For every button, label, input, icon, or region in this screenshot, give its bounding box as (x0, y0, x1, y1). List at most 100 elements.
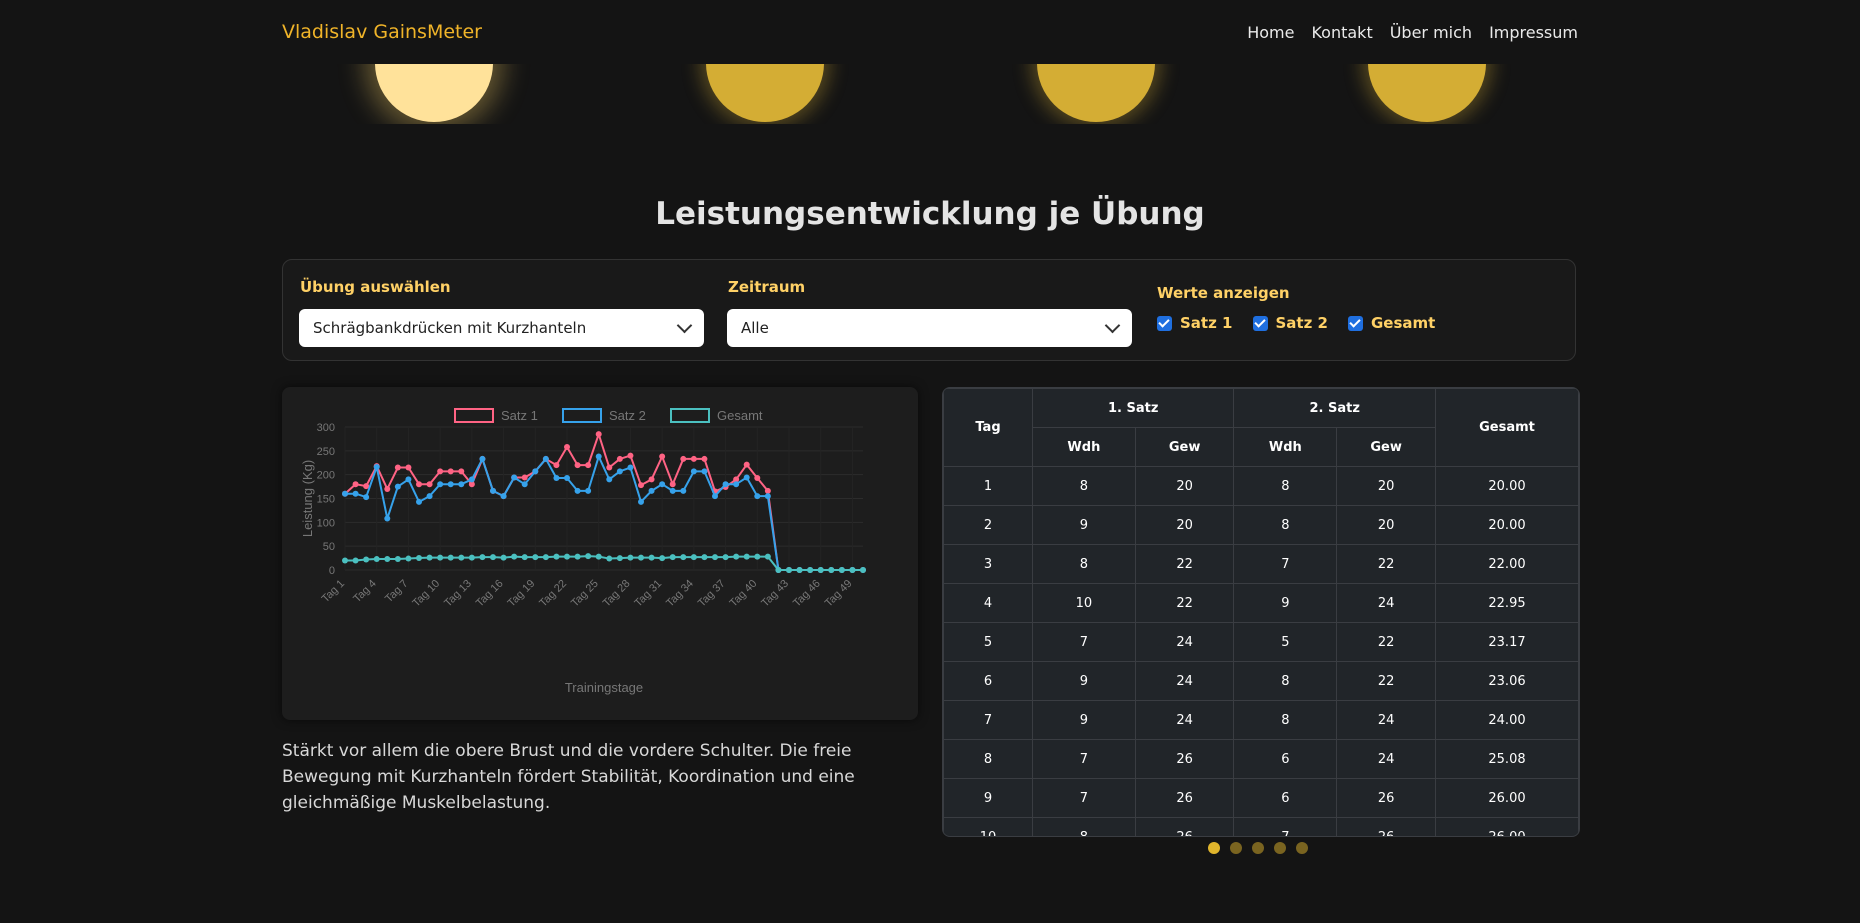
chevron-down-icon (676, 317, 693, 334)
table-cell: 5 (1233, 622, 1338, 662)
data-point (479, 554, 486, 561)
table-row: 9 7 26 6 26 26.00 (943, 778, 1579, 818)
orb-decoration (706, 64, 824, 122)
data-point (511, 474, 518, 481)
data-point (437, 481, 444, 488)
period-select[interactable]: Alle (727, 309, 1132, 347)
table-cell: 22 (1134, 583, 1235, 623)
value-toggles: Werte anzeigen Satz 1 Satz 2 Gesamt (1157, 284, 1435, 332)
data-point (638, 482, 644, 489)
checkbox-gesamt[interactable]: Gesamt (1348, 314, 1435, 332)
checkbox-checked-icon[interactable] (1348, 315, 1363, 331)
exercise-filter: Übung auswählen (300, 278, 451, 296)
data-point (532, 554, 539, 561)
table-cell: 8 (1233, 466, 1338, 506)
data-point (500, 554, 507, 561)
data-point (860, 567, 866, 573)
nav-link-ueber-mich[interactable]: Über mich (1389, 22, 1473, 42)
x-tick-label: Tag 43 (759, 578, 791, 610)
x-tick-label: Tag 4 (351, 578, 379, 606)
data-point (786, 567, 792, 573)
x-tick-label: Tag 46 (791, 578, 823, 610)
data-point (817, 567, 824, 573)
y-tick-label: 250 (317, 446, 335, 458)
header-satz2: 2. Satz (1233, 388, 1436, 428)
pagination-dot[interactable] (1252, 842, 1264, 854)
table-cell: 24 (1134, 700, 1235, 740)
pagination-dot[interactable] (1208, 842, 1220, 854)
nav-link-home[interactable]: Home (1247, 22, 1295, 42)
table-cell: 10 (943, 817, 1033, 836)
data-point (352, 481, 359, 488)
checkbox-checked-icon[interactable] (1157, 315, 1172, 331)
data-point (701, 554, 708, 561)
checkbox-checked-icon[interactable] (1252, 315, 1268, 331)
data-point (659, 481, 666, 488)
table-cell: 26 (1134, 739, 1235, 779)
data-point (585, 462, 592, 469)
exercise-select-value: Schrägbankdrücken mit Kurzhanteln (313, 319, 587, 337)
data-point (627, 464, 634, 471)
legend-swatch (670, 408, 710, 423)
x-axis-title: Trainingstage (565, 680, 643, 695)
table-cell: 8 (1032, 817, 1136, 836)
data-point (542, 455, 549, 462)
data-point (564, 475, 570, 482)
data-point (416, 555, 422, 562)
orb-decoration (1368, 64, 1486, 122)
checkbox-satz2[interactable]: Satz 2 (1252, 314, 1328, 332)
table-cell: 9 (1032, 700, 1136, 740)
table-cell: 6 (1233, 739, 1338, 779)
table-cell: 9 (943, 778, 1033, 818)
x-tick-label: Tag 19 (506, 578, 538, 610)
data-point (754, 493, 761, 500)
data-point (828, 567, 835, 573)
legend-label: Satz 2 (609, 408, 646, 423)
x-tick-label: Tag 13 (442, 578, 474, 610)
data-point (542, 554, 549, 561)
table-cell: 22 (1336, 544, 1436, 584)
navbar: Vladislav GainsMeter Home Kontakt Über m… (282, 0, 1578, 64)
header-satz1: 1. Satz (1031, 388, 1235, 428)
data-point (384, 485, 391, 492)
exercise-select[interactable]: Schrägbankdrücken mit Kurzhanteln (299, 309, 704, 347)
table-cell: 25.08 (1435, 739, 1579, 779)
data-point (532, 468, 539, 475)
table-cell: 7 (1032, 622, 1136, 662)
table-row: 4 10 22 9 24 22.95 (943, 583, 1579, 623)
table-cell: 24 (1336, 739, 1436, 779)
pagination-dot[interactable] (1230, 842, 1242, 854)
pagination-dot[interactable] (1274, 842, 1286, 854)
brand-logo[interactable]: Vladislav GainsMeter (282, 21, 482, 43)
data-point (447, 481, 454, 488)
data-point (680, 554, 687, 561)
nav-link-kontakt[interactable]: Kontakt (1311, 22, 1373, 42)
data-point (553, 462, 560, 469)
data-point (616, 468, 623, 475)
data-point (764, 553, 771, 560)
table-cell: 9 (1233, 583, 1338, 623)
data-point (553, 475, 560, 482)
data-point (405, 476, 412, 483)
data-point (701, 468, 708, 475)
table-cell: 8 (1233, 661, 1338, 701)
checkbox-satz1[interactable]: Satz 1 (1157, 314, 1233, 332)
data-point (627, 554, 634, 561)
pagination-dot[interactable] (1296, 842, 1308, 854)
table-cell: 8 (1233, 700, 1338, 740)
table-row: 3 8 22 7 22 22.00 (943, 544, 1579, 584)
x-tick-label: Tag 22 (537, 578, 569, 610)
data-point (447, 554, 454, 561)
data-point (648, 487, 655, 494)
header-wdh: Wdh (1032, 427, 1136, 467)
table-cell: 20.00 (1435, 505, 1579, 545)
legend-swatch (454, 408, 494, 423)
nav-link-impressum[interactable]: Impressum (1489, 22, 1578, 42)
data-point (722, 554, 729, 561)
data-point (712, 554, 718, 561)
data-point (521, 481, 528, 488)
data-point (363, 556, 370, 563)
data-point (690, 468, 697, 475)
data-point (595, 431, 602, 438)
